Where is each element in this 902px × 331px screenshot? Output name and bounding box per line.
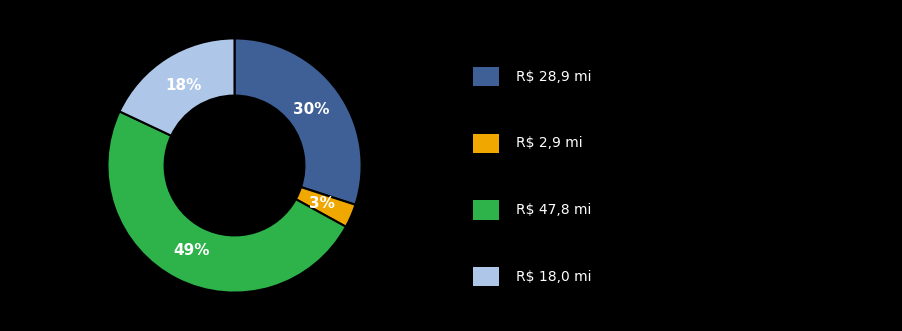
FancyBboxPatch shape — [473, 201, 499, 219]
FancyBboxPatch shape — [473, 67, 499, 86]
Text: R$ 28,9 mi: R$ 28,9 mi — [516, 70, 592, 83]
Wedge shape — [107, 112, 345, 293]
Wedge shape — [235, 38, 362, 205]
Text: 49%: 49% — [173, 243, 209, 258]
Wedge shape — [296, 187, 355, 227]
Wedge shape — [119, 38, 235, 136]
Text: R$ 2,9 mi: R$ 2,9 mi — [516, 136, 583, 150]
Text: 3%: 3% — [309, 196, 335, 211]
FancyBboxPatch shape — [473, 134, 499, 153]
Text: R$ 47,8 mi: R$ 47,8 mi — [516, 203, 592, 217]
FancyBboxPatch shape — [473, 267, 499, 286]
Text: R$ 18,0 mi: R$ 18,0 mi — [516, 270, 592, 284]
Text: 18%: 18% — [165, 77, 202, 92]
Text: 30%: 30% — [293, 102, 330, 117]
